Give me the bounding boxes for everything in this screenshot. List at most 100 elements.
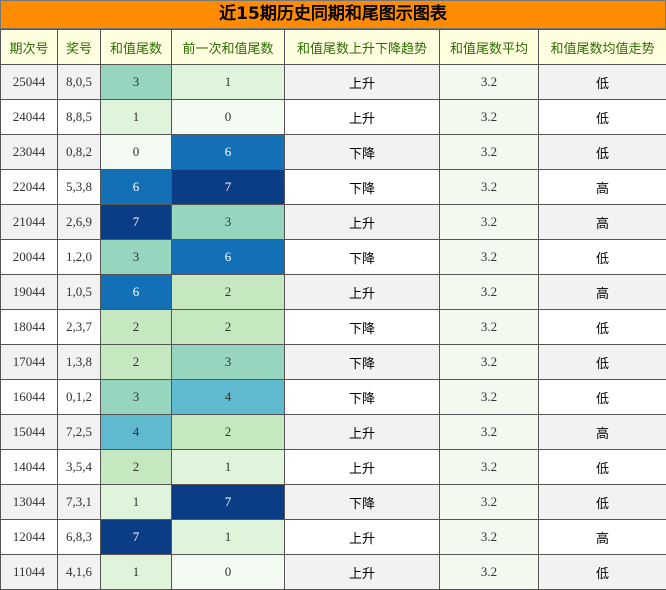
period-cell: 17044 bbox=[1, 345, 58, 380]
avg-trend-cell: 低 bbox=[539, 240, 666, 275]
header-tail: 和值尾数 bbox=[101, 30, 172, 65]
tail-cell: 3 bbox=[101, 380, 172, 415]
avg-trend-cell: 低 bbox=[539, 345, 666, 380]
avg-trend-cell: 低 bbox=[539, 555, 666, 590]
avg-cell: 3.2 bbox=[440, 380, 539, 415]
numbers-cell: 3,5,4 bbox=[58, 450, 101, 485]
trend-cell: 上升 bbox=[285, 555, 440, 590]
prev-tail-cell: 1 bbox=[172, 520, 285, 555]
period-cell: 11044 bbox=[1, 555, 58, 590]
header-numbers: 奖号 bbox=[58, 30, 101, 65]
numbers-cell: 8,8,5 bbox=[58, 100, 101, 135]
header-avg-trend: 和值尾数均值走势 bbox=[539, 30, 666, 65]
period-cell: 21044 bbox=[1, 205, 58, 240]
period-cell: 19044 bbox=[1, 275, 58, 310]
prev-tail-cell: 2 bbox=[172, 310, 285, 345]
avg-cell: 3.2 bbox=[440, 520, 539, 555]
trend-cell: 下降 bbox=[285, 310, 440, 345]
avg-trend-cell: 低 bbox=[539, 310, 666, 345]
header-avg: 和值尾数平均 bbox=[440, 30, 539, 65]
avg-trend-cell: 低 bbox=[539, 450, 666, 485]
period-cell: 25044 bbox=[1, 65, 58, 100]
numbers-cell: 0,1,2 bbox=[58, 380, 101, 415]
period-cell: 22044 bbox=[1, 170, 58, 205]
numbers-cell: 2,3,7 bbox=[58, 310, 101, 345]
prev-tail-cell: 0 bbox=[172, 100, 285, 135]
prev-tail-cell: 6 bbox=[172, 135, 285, 170]
avg-trend-cell: 高 bbox=[539, 275, 666, 310]
trend-cell: 上升 bbox=[285, 450, 440, 485]
prev-tail-cell: 3 bbox=[172, 345, 285, 380]
trend-cell: 上升 bbox=[285, 520, 440, 555]
numbers-cell: 5,3,8 bbox=[58, 170, 101, 205]
header-trend: 和值尾数上升下降趋势 bbox=[285, 30, 440, 65]
avg-cell: 3.2 bbox=[440, 310, 539, 345]
prev-tail-cell: 7 bbox=[172, 170, 285, 205]
period-cell: 15044 bbox=[1, 415, 58, 450]
avg-cell: 3.2 bbox=[440, 415, 539, 450]
avg-cell: 3.2 bbox=[440, 485, 539, 520]
prev-tail-cell: 2 bbox=[172, 275, 285, 310]
prev-tail-cell: 0 bbox=[172, 555, 285, 590]
numbers-cell: 2,6,9 bbox=[58, 205, 101, 240]
tail-cell: 4 bbox=[101, 415, 172, 450]
period-cell: 12044 bbox=[1, 520, 58, 555]
header-row: 期次号 奖号 和值尾数 前一次和值尾数 和值尾数上升下降趋势 和值尾数平均 和值… bbox=[1, 30, 666, 65]
trend-cell: 下降 bbox=[285, 380, 440, 415]
numbers-cell: 8,0,5 bbox=[58, 65, 101, 100]
tail-cell: 1 bbox=[101, 555, 172, 590]
avg-trend-cell: 高 bbox=[539, 520, 666, 555]
trend-cell: 上升 bbox=[285, 415, 440, 450]
prev-tail-cell: 7 bbox=[172, 485, 285, 520]
avg-cell: 3.2 bbox=[440, 345, 539, 380]
trend-cell: 下降 bbox=[285, 170, 440, 205]
numbers-cell: 1,3,8 bbox=[58, 345, 101, 380]
numbers-cell: 4,1,6 bbox=[58, 555, 101, 590]
numbers-cell: 1,2,0 bbox=[58, 240, 101, 275]
history-table: 期次号 奖号 和值尾数 前一次和值尾数 和值尾数上升下降趋势 和值尾数平均 和值… bbox=[0, 29, 666, 590]
avg-cell: 3.2 bbox=[440, 135, 539, 170]
avg-cell: 3.2 bbox=[440, 275, 539, 310]
numbers-cell: 7,3,1 bbox=[58, 485, 101, 520]
avg-trend-cell: 高 bbox=[539, 205, 666, 240]
prev-tail-cell: 4 bbox=[172, 380, 285, 415]
trend-cell: 上升 bbox=[285, 205, 440, 240]
tail-cell: 6 bbox=[101, 170, 172, 205]
avg-cell: 3.2 bbox=[440, 450, 539, 485]
trend-cell: 下降 bbox=[285, 485, 440, 520]
numbers-cell: 0,8,2 bbox=[58, 135, 101, 170]
tail-cell: 2 bbox=[101, 345, 172, 380]
numbers-cell: 6,8,3 bbox=[58, 520, 101, 555]
period-cell: 20044 bbox=[1, 240, 58, 275]
tail-cell: 7 bbox=[101, 205, 172, 240]
avg-cell: 3.2 bbox=[440, 100, 539, 135]
prev-tail-cell: 2 bbox=[172, 415, 285, 450]
period-cell: 18044 bbox=[1, 310, 58, 345]
tail-cell: 3 bbox=[101, 65, 172, 100]
avg-trend-cell: 低 bbox=[539, 485, 666, 520]
period-cell: 16044 bbox=[1, 380, 58, 415]
tail-cell: 6 bbox=[101, 275, 172, 310]
avg-cell: 3.2 bbox=[440, 65, 539, 100]
header-period: 期次号 bbox=[1, 30, 58, 65]
tail-cell: 2 bbox=[101, 310, 172, 345]
period-cell: 13044 bbox=[1, 485, 58, 520]
tail-cell: 3 bbox=[101, 240, 172, 275]
avg-cell: 3.2 bbox=[440, 205, 539, 240]
prev-tail-cell: 1 bbox=[172, 450, 285, 485]
period-cell: 24044 bbox=[1, 100, 58, 135]
avg-cell: 3.2 bbox=[440, 240, 539, 275]
avg-trend-cell: 低 bbox=[539, 100, 666, 135]
